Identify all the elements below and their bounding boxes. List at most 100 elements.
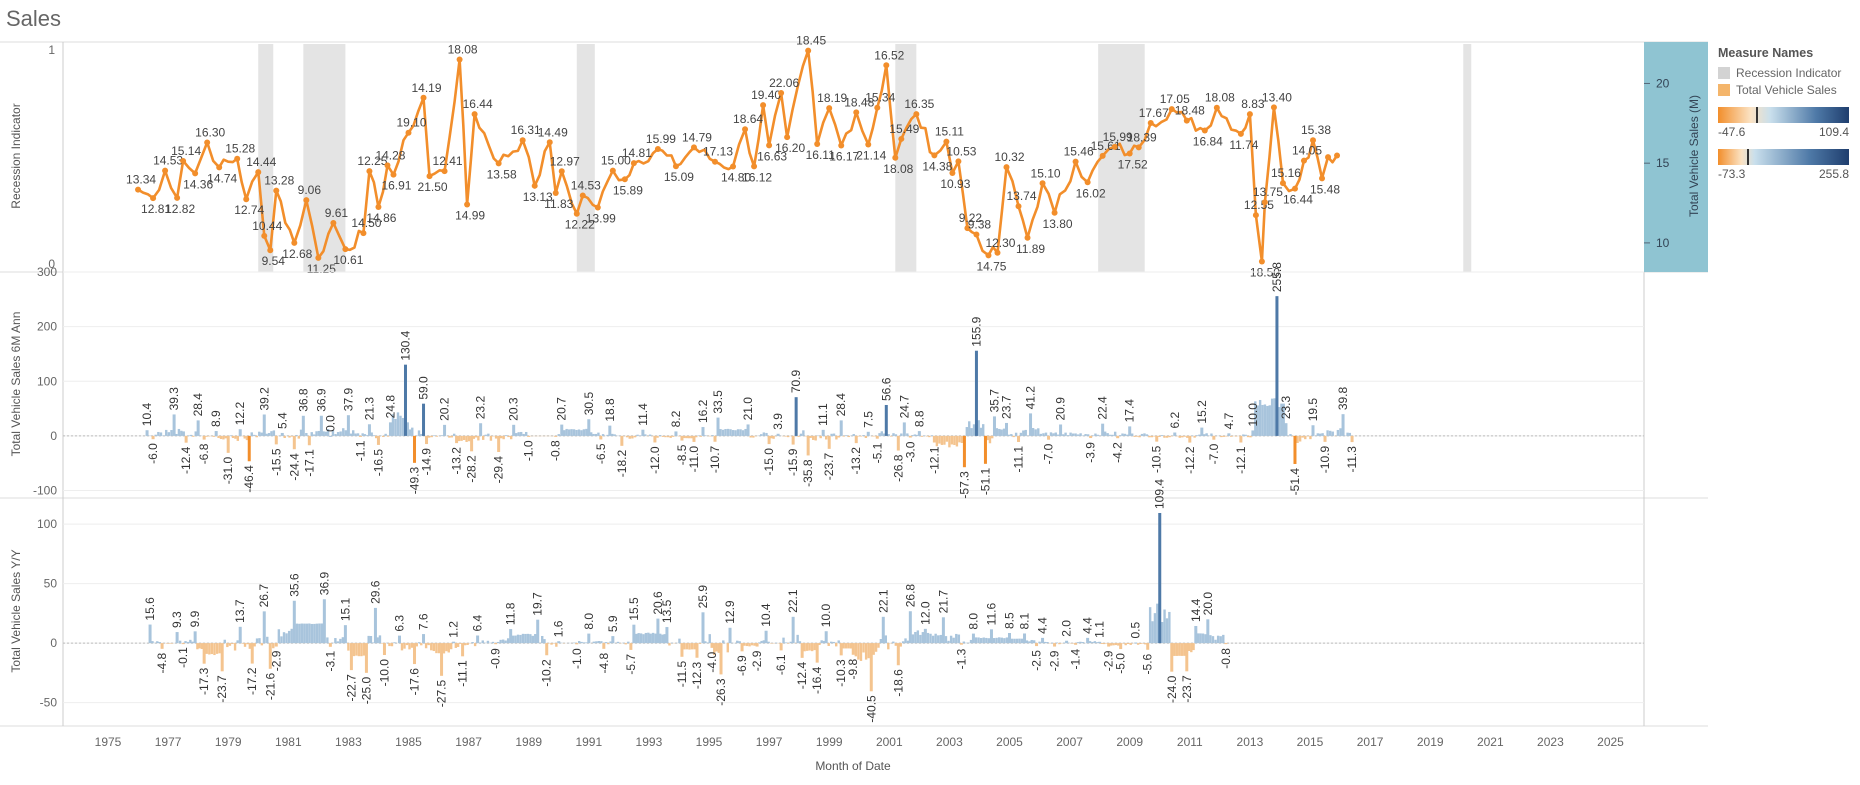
bar	[1280, 403, 1283, 436]
bar	[1210, 433, 1213, 436]
bar	[1038, 641, 1041, 644]
bar	[241, 643, 244, 644]
bar-label: 10.0	[819, 604, 833, 628]
legend-item-sales[interactable]: Total Vehicle Sales	[1718, 83, 1858, 97]
bar	[786, 435, 790, 438]
bar	[154, 434, 157, 436]
bar	[219, 435, 223, 440]
bar-label: 36.9	[314, 388, 328, 412]
sales-point-label: 18.50	[1250, 266, 1280, 280]
bar	[205, 435, 208, 437]
bar	[653, 435, 657, 443]
sales-point	[949, 170, 956, 177]
bar	[971, 633, 975, 644]
bar	[952, 637, 955, 644]
bar	[478, 642, 482, 644]
bar	[1101, 423, 1105, 436]
bar	[243, 435, 246, 439]
sales-point-label: 18.48	[1175, 104, 1205, 118]
bar	[867, 643, 870, 659]
bar	[977, 420, 980, 436]
sales-point-label: 13.13	[523, 190, 553, 204]
bar	[1216, 635, 1220, 644]
bar	[504, 435, 508, 436]
bar	[830, 433, 833, 436]
x-tick-label: 2021	[1477, 735, 1504, 749]
bar	[1049, 432, 1053, 436]
sales-point-label: 19.10	[396, 116, 426, 130]
bar	[835, 435, 838, 440]
bar-label: -49.3	[408, 467, 422, 495]
sales-point	[162, 167, 169, 174]
bar	[880, 431, 883, 436]
bar	[1201, 633, 1205, 644]
bar	[923, 628, 927, 644]
sales-point	[342, 246, 349, 253]
bar	[1109, 643, 1113, 646]
bar	[1055, 642, 1059, 644]
bar	[400, 643, 404, 651]
y-tick-label: 0	[50, 429, 57, 443]
bar	[236, 435, 240, 441]
page-title: Sales	[6, 6, 62, 31]
bar-label: 12.9	[723, 600, 737, 624]
bar	[352, 430, 355, 436]
bar	[1197, 633, 1200, 644]
x-tick-label: 2005	[996, 735, 1023, 749]
sales-point	[1084, 179, 1091, 186]
sales-point-label: 11.25	[307, 262, 336, 276]
bar	[202, 643, 206, 664]
bar	[738, 641, 741, 644]
bar	[420, 643, 423, 646]
bar	[1186, 435, 1189, 438]
sales-point	[405, 129, 412, 136]
bar	[1081, 642, 1085, 644]
bar	[391, 414, 395, 436]
bar	[322, 599, 326, 644]
bar-label: 6.4	[471, 614, 485, 631]
bar	[360, 643, 363, 657]
bar	[941, 617, 945, 644]
bar	[384, 433, 387, 436]
bar	[401, 417, 405, 436]
bar	[608, 425, 612, 436]
bar-label: -46.4	[242, 465, 256, 493]
sales-point	[390, 171, 397, 178]
bar	[1012, 435, 1015, 438]
bar	[507, 435, 510, 438]
bar	[597, 641, 601, 644]
sales-point	[1270, 104, 1277, 111]
bar-label: 8.9	[209, 410, 223, 427]
bar	[1185, 643, 1189, 672]
sales-point	[1051, 209, 1058, 216]
sales-point	[315, 254, 322, 261]
bar-label: -1.0	[522, 440, 536, 461]
bar-label: -18.6	[891, 669, 905, 697]
bar	[974, 637, 978, 644]
bar	[550, 643, 553, 645]
sales-point-label: 15.99	[1103, 130, 1133, 144]
bar	[985, 637, 988, 644]
bar	[1212, 435, 1216, 440]
x-tick-label: 2009	[1116, 735, 1143, 749]
bar	[698, 643, 702, 644]
sales-point-label: 15.00	[601, 154, 631, 168]
bar	[462, 435, 466, 441]
bar	[484, 434, 487, 436]
bar	[501, 639, 505, 644]
bar	[940, 435, 944, 445]
bar	[422, 634, 426, 644]
sales-point	[573, 210, 580, 217]
bar	[292, 435, 296, 450]
bar-label: 6.2	[1168, 412, 1182, 429]
bar	[472, 435, 476, 439]
bar-label: 36.9	[317, 572, 331, 596]
bar-label: -10.0	[377, 659, 391, 687]
sales-point	[471, 111, 478, 118]
bar	[862, 435, 865, 436]
legend-item-recession[interactable]: Recession Indicator	[1718, 66, 1858, 80]
sales-point-label: 14.99	[455, 208, 485, 222]
bar	[958, 435, 961, 443]
bar	[541, 635, 544, 644]
bar	[459, 643, 462, 644]
